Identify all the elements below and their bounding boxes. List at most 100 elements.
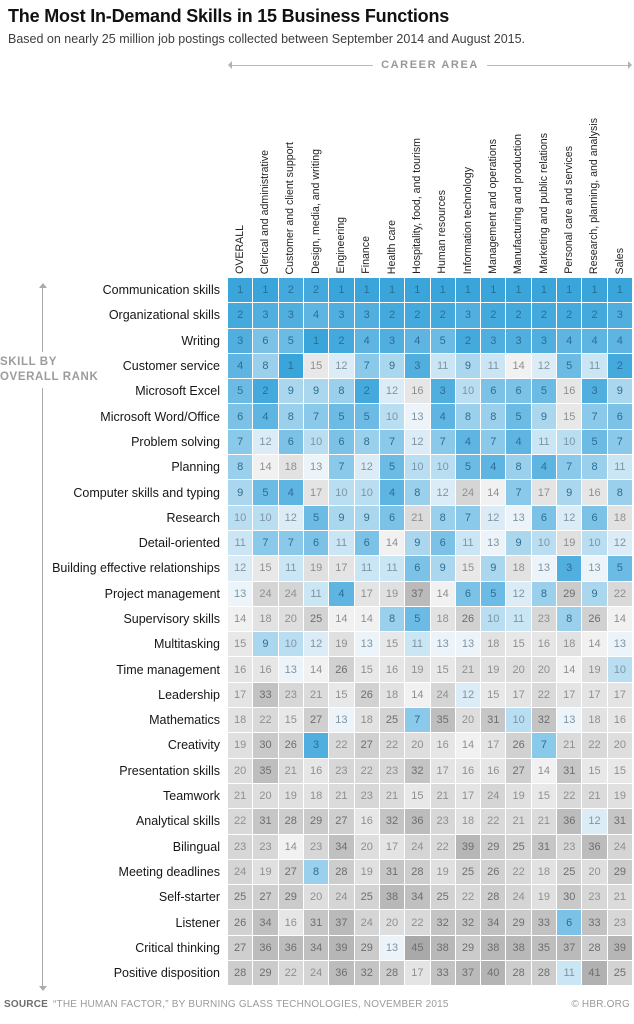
heatmap-cell: 21 xyxy=(582,783,607,809)
heatmap-cell: 23 xyxy=(557,834,582,859)
row-label: Communication skills xyxy=(4,278,227,303)
heatmap-cell: 2 xyxy=(253,379,278,404)
heatmap-cell: 3 xyxy=(303,733,329,758)
heatmap-cell: 41 xyxy=(582,961,607,986)
heatmap-cell: 3 xyxy=(253,303,278,328)
heatmap-cell: 13 xyxy=(506,505,531,530)
heatmap-cell: 31 xyxy=(303,910,329,935)
arrow-up-icon xyxy=(38,283,47,288)
heatmap-cell: 22 xyxy=(354,758,379,783)
heatmap-cell: 9 xyxy=(455,353,481,379)
heatmap-cell: 7 xyxy=(430,429,455,455)
heatmap-cell: 11 xyxy=(506,606,531,632)
heatmap-cell: 22 xyxy=(278,961,303,986)
heatmap-cell: 27 xyxy=(506,758,531,783)
row-label: Listener xyxy=(4,910,227,935)
heatmap-cell: 34 xyxy=(329,834,354,859)
heatmap-cell: 24 xyxy=(354,910,379,935)
heatmap-cell: 14 xyxy=(557,657,582,682)
heatmap-cell: 31 xyxy=(531,834,557,859)
heatmap-cell: 28 xyxy=(379,961,405,986)
heatmap-cell: 7 xyxy=(506,480,531,505)
heatmap-cell: 15 xyxy=(557,404,582,429)
heatmap-cell: 26 xyxy=(278,733,303,758)
heatmap-cell: 26 xyxy=(354,682,379,708)
heatmap-cell: 2 xyxy=(405,303,430,328)
heatmap-cell: 12 xyxy=(329,353,354,379)
heatmap-cell: 28 xyxy=(405,859,430,885)
heatmap-cell: 21 xyxy=(379,783,405,809)
heatmap-cell: 21 xyxy=(531,809,557,834)
heatmap-cell: 12 xyxy=(278,505,303,530)
heatmap-cell: 39 xyxy=(329,935,354,961)
heatmap-cell: 17 xyxy=(531,480,557,505)
heatmap-cell: 10 xyxy=(354,480,379,505)
column-header-label: Research, planning, and analysis xyxy=(588,117,601,274)
heatmap-cell: 25 xyxy=(379,708,405,733)
heatmap-cell: 1 xyxy=(278,353,303,379)
heatmap-cell: 26 xyxy=(481,859,506,885)
heatmap-cell: 19 xyxy=(354,859,379,885)
heatmap-cell: 2 xyxy=(329,328,354,353)
heatmap-cell: 12 xyxy=(253,429,278,455)
heatmap-cell: 15 xyxy=(278,708,303,733)
heatmap-cell: 8 xyxy=(582,455,607,480)
heatmap-cell: 14 xyxy=(379,530,405,556)
heatmap-cell: 17 xyxy=(405,961,430,986)
heatmap-cell: 4 xyxy=(455,429,481,455)
career-area-axis: CAREER AREA xyxy=(228,58,632,72)
row-label: Time management xyxy=(4,657,227,682)
heatmap-cell: 23 xyxy=(228,834,253,859)
heatmap-cell: 12 xyxy=(455,682,481,708)
heatmap-cell: 4 xyxy=(430,404,455,429)
heatmap-cell: 5 xyxy=(481,581,506,606)
heatmap-cell: 15 xyxy=(607,758,632,783)
heatmap-cell: 29 xyxy=(557,581,582,606)
row-label: Mathematics xyxy=(4,708,227,733)
row-label: Organizational skills xyxy=(4,303,227,328)
heatmap-cell: 7 xyxy=(228,429,253,455)
heatmap-cell: 10 xyxy=(278,632,303,657)
heatmap-cell: 2 xyxy=(455,328,481,353)
heatmap-cell: 22 xyxy=(379,733,405,758)
heatmap-cell: 11 xyxy=(607,455,632,480)
heatmap-cell: 23 xyxy=(531,606,557,632)
column-header-label: Clerical and administrative xyxy=(259,149,272,274)
heatmap-cell: 26 xyxy=(228,910,253,935)
heatmap-cell: 13 xyxy=(430,632,455,657)
heatmap-cell: 33 xyxy=(430,961,455,986)
heatmap-cell: 7 xyxy=(354,353,379,379)
heatmap-cell: 15 xyxy=(329,682,354,708)
row-label: Leadership xyxy=(4,682,227,708)
heatmap-cell: 3 xyxy=(506,328,531,353)
row-label: Building effective relationships xyxy=(4,556,227,581)
column-header-cell: Research, planning, and analysis xyxy=(582,74,606,274)
heatmap-cell: 14 xyxy=(228,606,253,632)
heatmap-cell: 36 xyxy=(253,935,278,961)
row-label: Planning xyxy=(4,455,227,480)
heatmap-cell: 25 xyxy=(455,859,481,885)
heatmap-cell: 9 xyxy=(278,379,303,404)
heatmap-cell: 12 xyxy=(481,505,506,530)
heatmap-cell: 2 xyxy=(531,303,557,328)
heatmap-cell: 10 xyxy=(303,429,329,455)
heatmap-cell: 40 xyxy=(481,961,506,986)
heatmap-cell: 6 xyxy=(557,910,582,935)
heatmap-cell: 1 xyxy=(303,328,329,353)
heatmap-cell: 4 xyxy=(481,455,506,480)
heatmap-cell: 19 xyxy=(531,885,557,910)
heatmap-cell: 17 xyxy=(430,758,455,783)
heatmap-cell: 7 xyxy=(329,455,354,480)
heatmap-cell: 24 xyxy=(481,783,506,809)
heatmap-cell: 9 xyxy=(329,505,354,530)
heatmap-cell: 29 xyxy=(607,859,632,885)
heatmap-cell: 11 xyxy=(329,530,354,556)
heatmap-cell: 26 xyxy=(582,606,607,632)
heatmap-cell: 22 xyxy=(405,910,430,935)
heatmap-cell: 6 xyxy=(531,505,557,530)
heatmap-cell: 21 xyxy=(329,783,354,809)
heatmap-cell: 13 xyxy=(405,404,430,429)
column-header-label: Engineering xyxy=(335,217,348,274)
heatmap-cell: 34 xyxy=(253,910,278,935)
heatmap-cell: 7 xyxy=(531,733,557,758)
